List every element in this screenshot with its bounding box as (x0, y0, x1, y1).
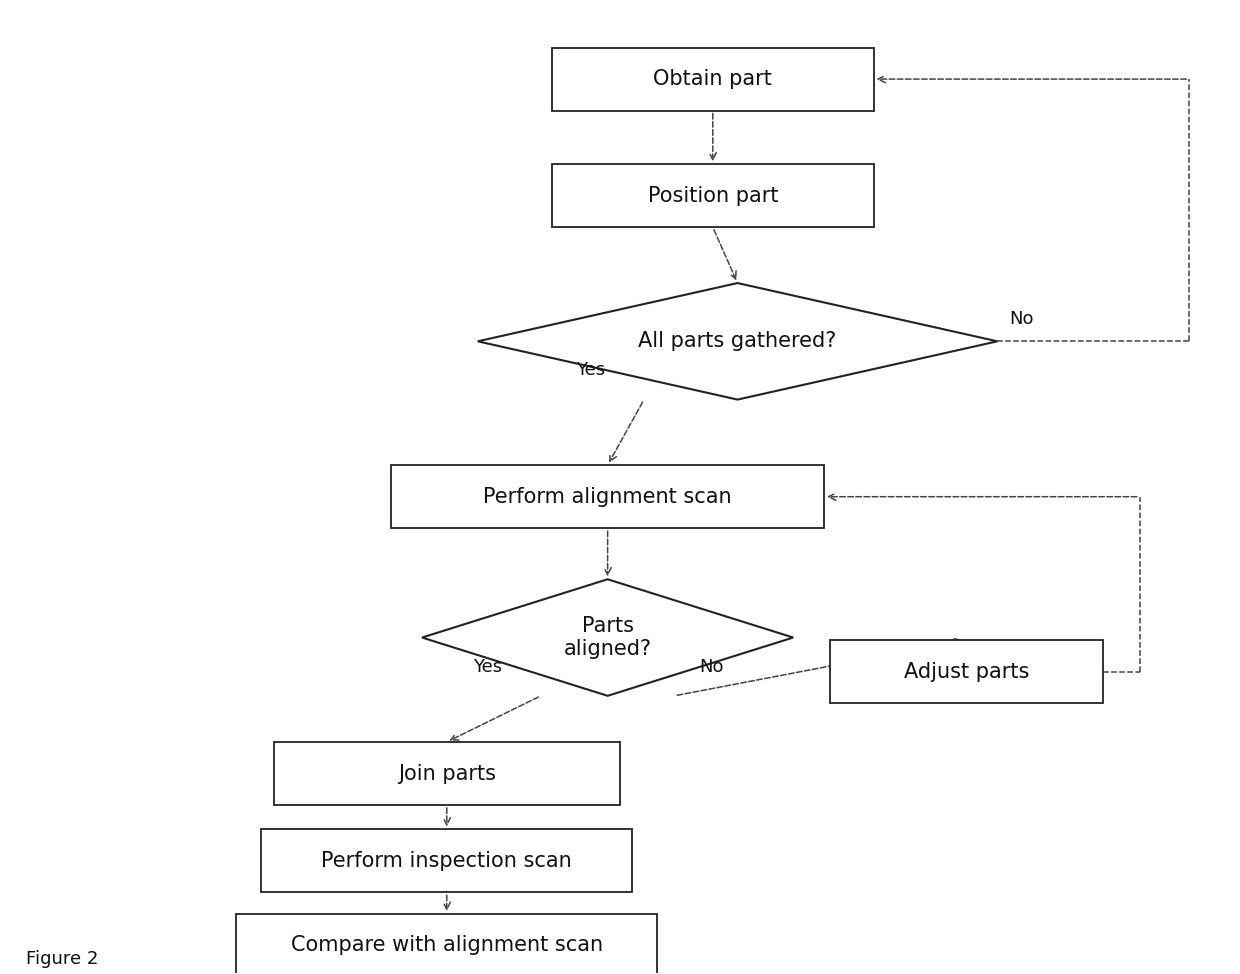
Text: No: No (699, 657, 724, 676)
Bar (552, 164, 874, 227)
Bar (262, 829, 632, 892)
Bar (237, 914, 657, 974)
Bar (831, 640, 1102, 703)
Text: Position part: Position part (647, 186, 777, 206)
Bar (274, 742, 620, 805)
Text: Parts
aligned?: Parts aligned? (563, 616, 652, 659)
Text: Obtain part: Obtain part (653, 69, 773, 89)
Text: Compare with alignment scan: Compare with alignment scan (290, 935, 603, 955)
Bar (552, 48, 874, 111)
Text: Yes: Yes (575, 361, 605, 379)
Bar (391, 466, 825, 528)
Text: Perform alignment scan: Perform alignment scan (484, 487, 732, 506)
Text: Figure 2: Figure 2 (26, 950, 98, 968)
Polygon shape (477, 283, 997, 399)
Text: Join parts: Join parts (398, 764, 496, 783)
Text: No: No (1009, 310, 1034, 328)
Text: All parts gathered?: All parts gathered? (639, 331, 837, 352)
Polygon shape (422, 580, 794, 695)
Text: Yes: Yes (472, 657, 502, 676)
Text: Perform inspection scan: Perform inspection scan (321, 851, 572, 871)
Text: Adjust parts: Adjust parts (904, 661, 1029, 682)
